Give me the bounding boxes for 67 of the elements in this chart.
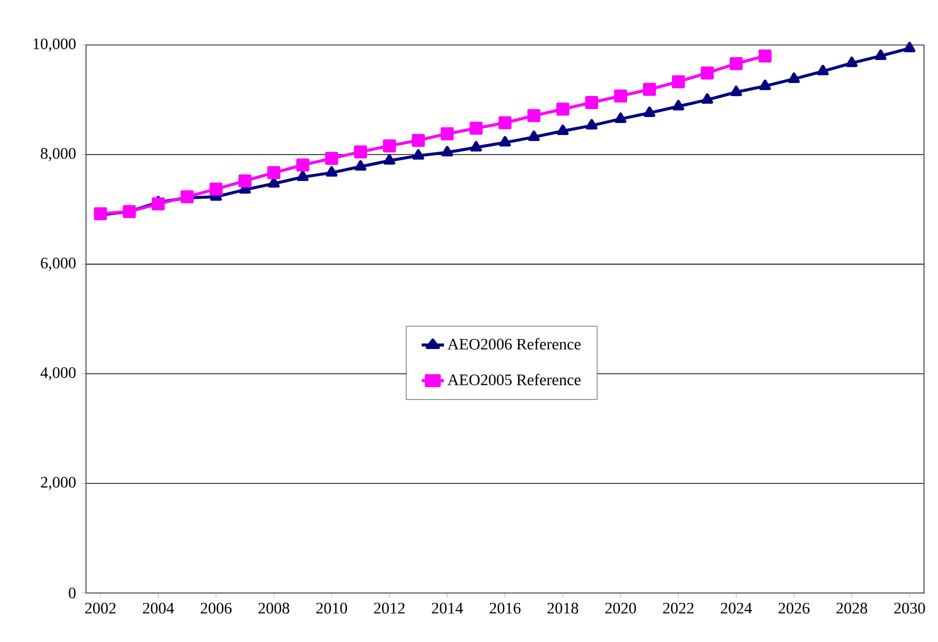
point — [238, 174, 252, 188]
x-tick-label: 2030 — [894, 602, 925, 614]
x-tick-label: 2010 — [316, 602, 348, 614]
x-tick-label: 2014 — [432, 602, 463, 614]
point — [412, 134, 425, 147]
point — [672, 75, 685, 88]
point — [296, 170, 309, 182]
point — [642, 82, 656, 96]
point — [904, 42, 916, 52]
point — [874, 49, 886, 60]
x-tick-label: 2024 — [720, 602, 752, 614]
point — [412, 149, 424, 160]
x-tick-label: 2004 — [142, 602, 174, 614]
x-tick-label: 2018 — [548, 602, 578, 614]
point — [498, 116, 512, 130]
y-tick-label: 2,000 — [40, 476, 76, 490]
point — [152, 197, 165, 210]
point — [701, 93, 714, 104]
point — [470, 140, 482, 152]
point — [440, 127, 454, 140]
x-tick-label: 2002 — [85, 602, 116, 614]
point — [354, 160, 366, 171]
point — [210, 182, 223, 196]
legend-label: AEO2005 Reference — [448, 374, 581, 386]
point — [354, 145, 368, 158]
point — [644, 106, 656, 117]
point — [758, 49, 772, 62]
point — [759, 80, 771, 90]
y-tick-label: 4,000 — [40, 367, 76, 380]
point — [614, 89, 628, 102]
x-tick-label: 2022 — [663, 602, 694, 614]
point — [326, 166, 338, 177]
point — [614, 112, 626, 123]
x-tick-label: 2008 — [258, 602, 290, 614]
y-tick-label: 8,000 — [40, 148, 76, 162]
point — [296, 158, 310, 172]
point — [817, 64, 829, 76]
point — [267, 166, 280, 180]
y-tick-label: 10,000 — [34, 38, 76, 52]
legend-label: AEO2006 Reference — [448, 338, 581, 350]
y-tick-label: 6,000 — [40, 258, 76, 271]
point — [730, 57, 743, 70]
point — [325, 152, 338, 165]
x-tick-label: 2006 — [200, 602, 232, 614]
x-tick-label: 2012 — [374, 602, 405, 614]
point — [382, 139, 396, 152]
point — [384, 154, 396, 165]
point — [586, 119, 598, 130]
point — [672, 100, 684, 110]
point — [470, 122, 483, 135]
point — [700, 66, 714, 80]
point — [122, 205, 136, 218]
x-tick-label: 2020 — [605, 602, 636, 614]
point — [527, 109, 540, 122]
point — [846, 56, 858, 68]
point — [788, 72, 800, 83]
point — [556, 124, 569, 136]
x-tick-label: 2016 — [490, 602, 521, 614]
point — [441, 146, 454, 156]
point — [730, 86, 742, 96]
y-tick-label: 0 — [68, 588, 76, 598]
point — [556, 102, 570, 116]
x-tick-label: 2026 — [778, 602, 810, 614]
x-tick-label: 2028 — [836, 602, 868, 614]
point — [499, 136, 511, 147]
point — [585, 96, 598, 110]
point — [528, 130, 540, 142]
